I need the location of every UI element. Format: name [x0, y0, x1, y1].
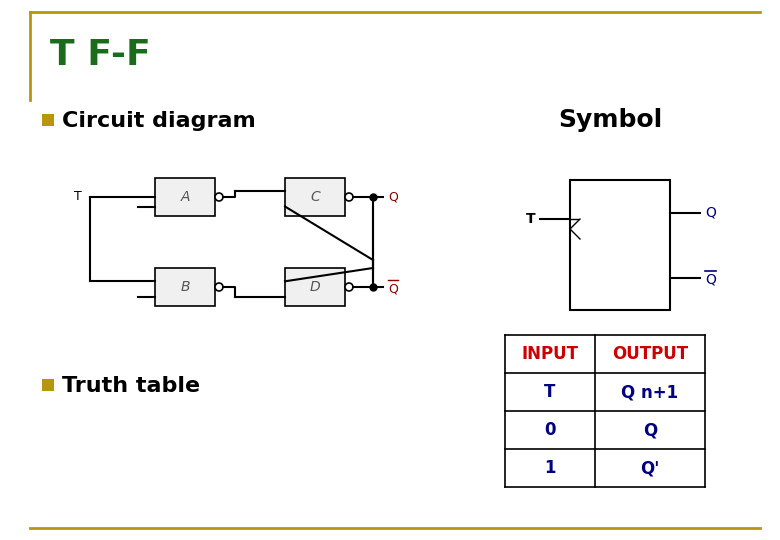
Circle shape	[215, 283, 223, 291]
Text: B: B	[180, 280, 190, 294]
Text: Q: Q	[643, 421, 657, 439]
Text: Q n+1: Q n+1	[622, 383, 679, 401]
Text: Q: Q	[705, 273, 716, 287]
Circle shape	[345, 283, 353, 291]
Text: Circuit diagram: Circuit diagram	[62, 111, 256, 131]
Text: 1: 1	[544, 459, 555, 477]
FancyBboxPatch shape	[155, 178, 215, 216]
Text: Q: Q	[388, 282, 398, 295]
Text: Truth table: Truth table	[62, 376, 200, 396]
Text: INPUT: INPUT	[522, 345, 579, 363]
Text: D: D	[310, 280, 321, 294]
Text: T: T	[74, 191, 82, 204]
Circle shape	[215, 193, 223, 201]
Bar	[570, 180, 670, 310]
Text: Symbol: Symbol	[558, 108, 662, 132]
Text: A: A	[180, 190, 190, 204]
Text: C: C	[310, 190, 320, 204]
Text: Q': Q'	[640, 459, 660, 477]
Text: T: T	[544, 383, 555, 401]
Bar	[42, 379, 54, 391]
Circle shape	[345, 193, 353, 201]
Text: T F-F: T F-F	[50, 38, 151, 72]
Text: Q: Q	[705, 206, 716, 219]
Text: T: T	[526, 212, 535, 226]
FancyBboxPatch shape	[285, 268, 345, 306]
Text: 0: 0	[544, 421, 555, 439]
Bar	[42, 114, 54, 126]
FancyBboxPatch shape	[155, 268, 215, 306]
Text: OUTPUT: OUTPUT	[612, 345, 688, 363]
FancyBboxPatch shape	[285, 178, 345, 216]
Text: Q: Q	[388, 191, 398, 204]
